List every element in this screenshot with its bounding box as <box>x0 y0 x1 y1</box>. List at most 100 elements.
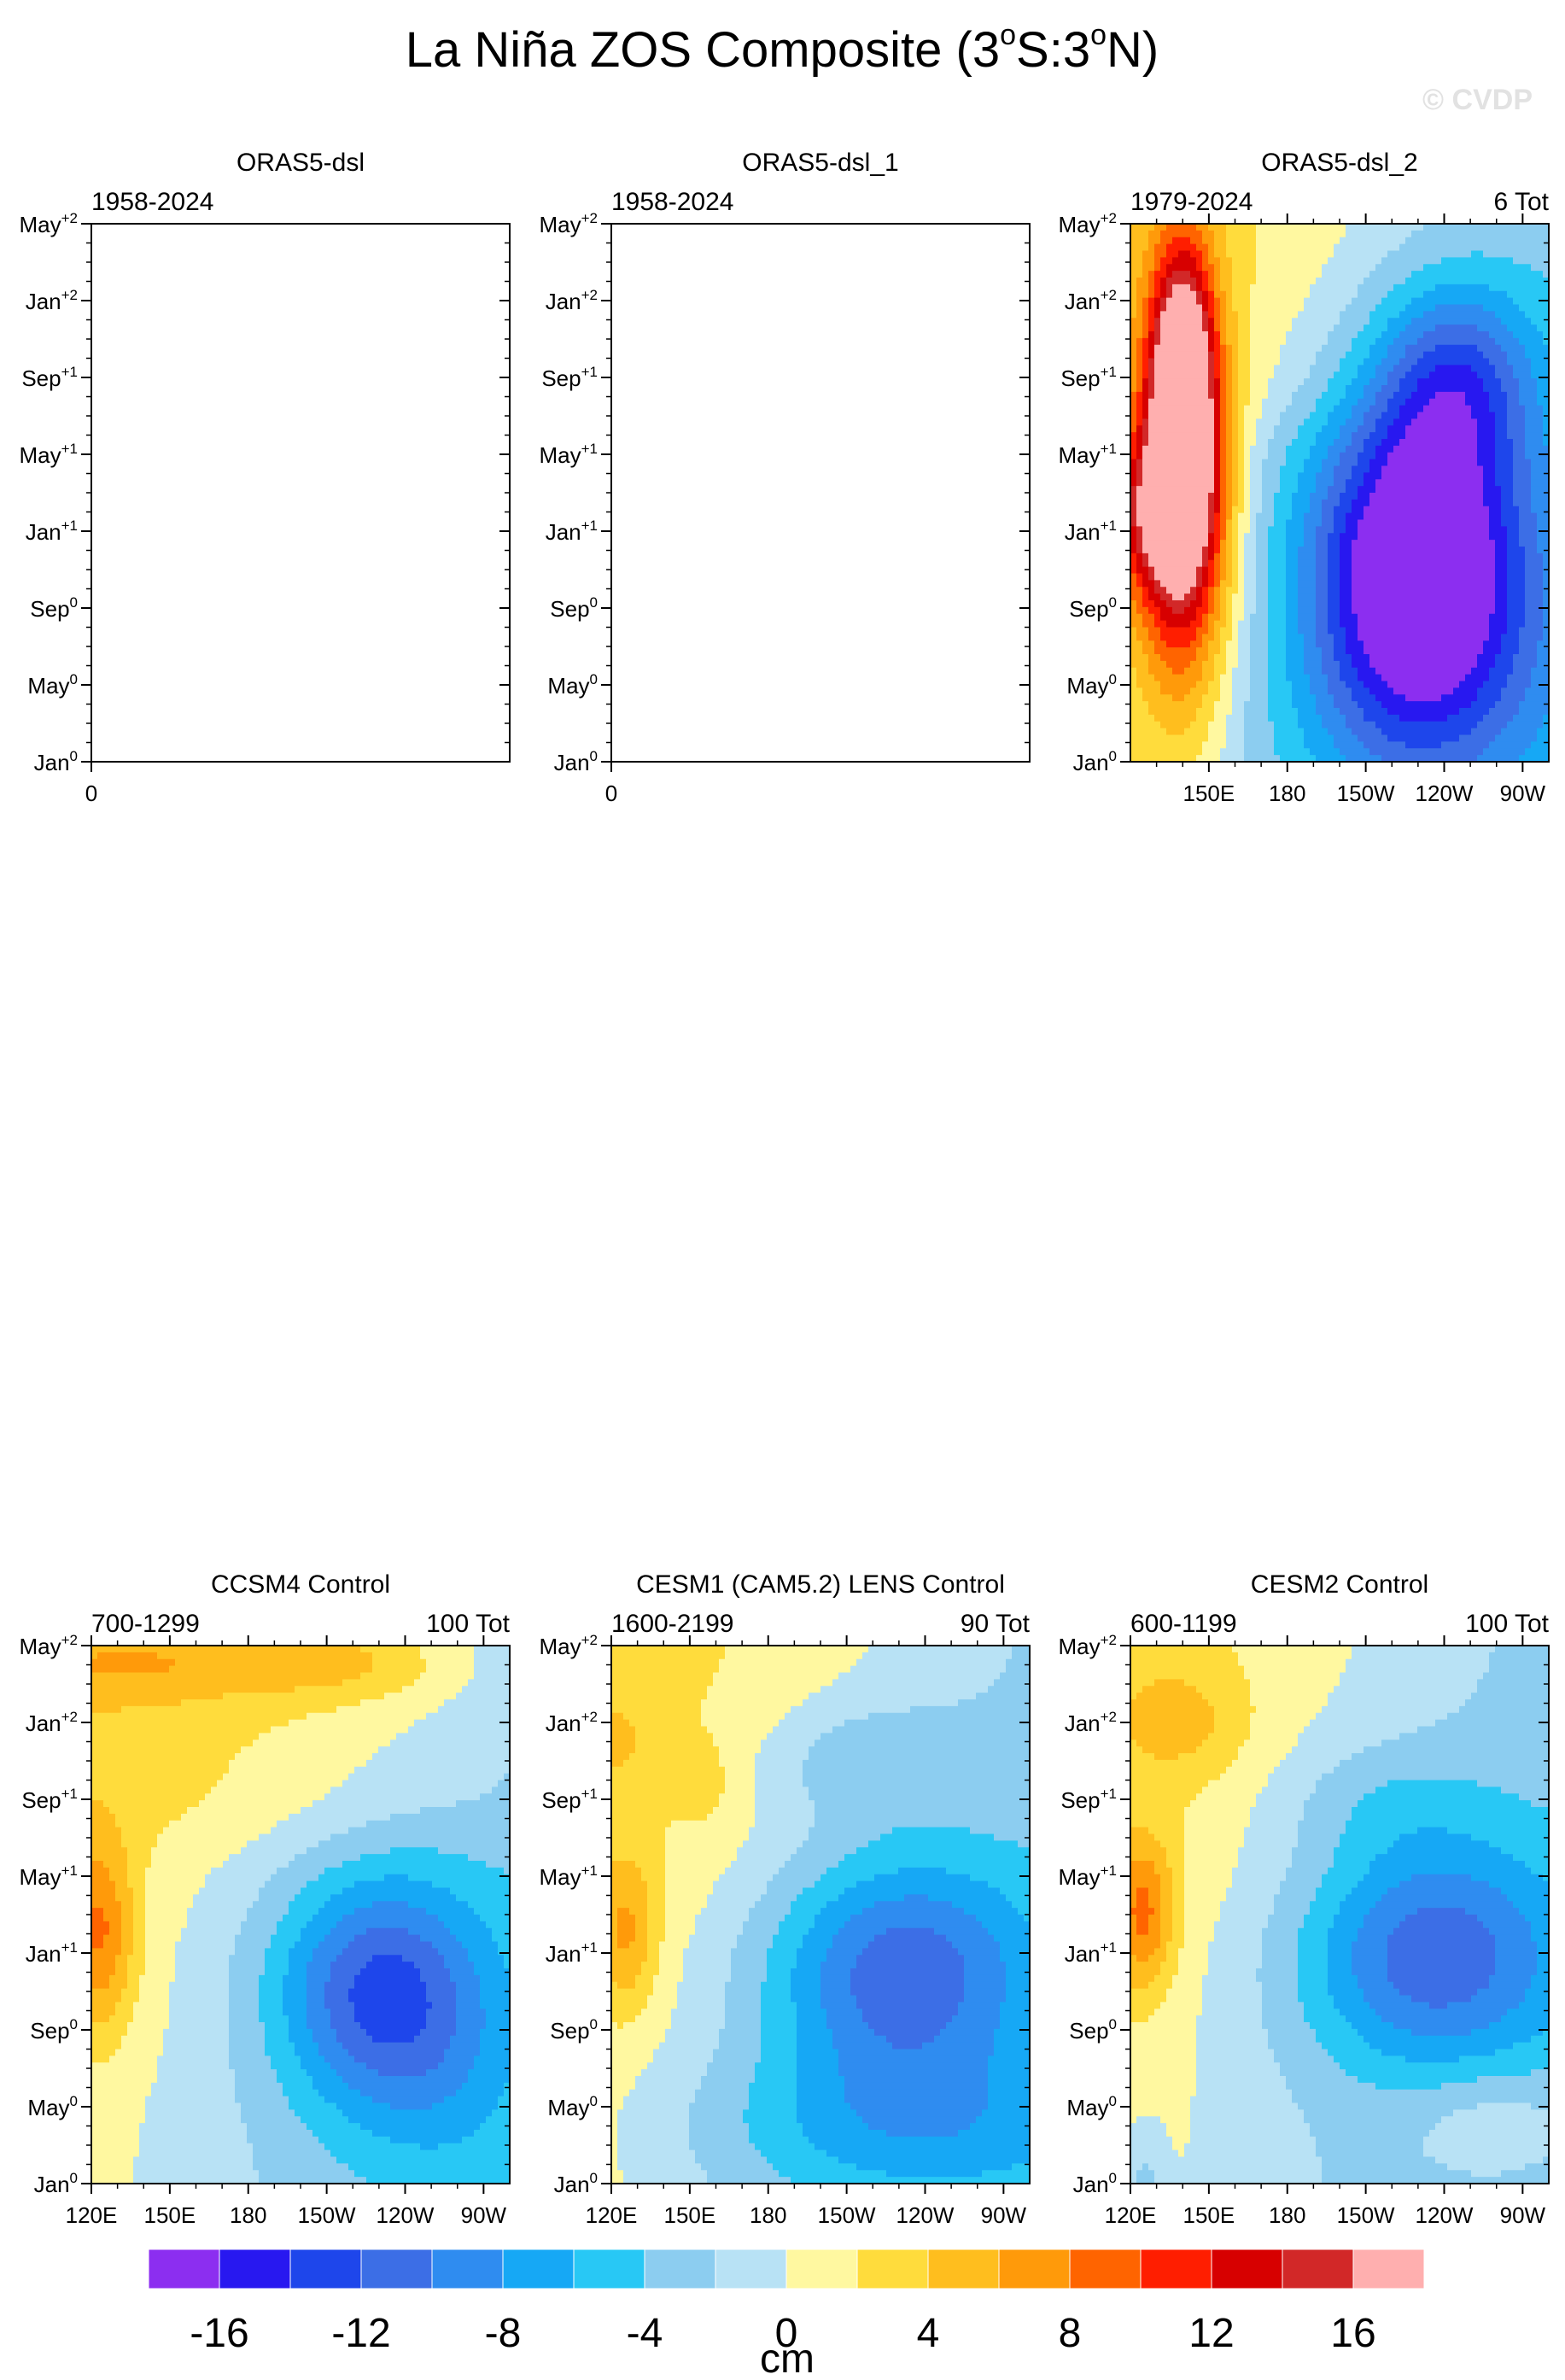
field-cell <box>1364 533 1370 541</box>
field-cell <box>1358 613 1364 622</box>
field-cell <box>1220 667 1227 675</box>
field-cell <box>1483 594 1490 601</box>
field-cell <box>1256 600 1263 608</box>
field-cell <box>1160 566 1167 575</box>
field-cell <box>1453 418 1460 426</box>
field-cell <box>1268 506 1275 514</box>
field-cell <box>1375 587 1382 594</box>
field-cell <box>1172 290 1179 299</box>
field-cell <box>1429 290 1436 299</box>
field-cell <box>1298 459 1305 467</box>
field-cell <box>1286 573 1293 581</box>
field-cell <box>1310 660 1317 669</box>
field-cell <box>1381 687 1388 695</box>
field-cell <box>1334 708 1340 716</box>
field-cell <box>1459 620 1466 629</box>
field-cell <box>1154 499 1161 507</box>
field-cell <box>1316 243 1323 252</box>
field-cell <box>1226 486 1233 494</box>
field-cell <box>1292 734 1299 742</box>
field-cell <box>1262 647 1269 655</box>
field-cell <box>1244 344 1251 353</box>
field-cell <box>1375 358 1382 365</box>
field-cell <box>1429 452 1436 460</box>
field-cell <box>1190 325 1197 332</box>
field-cell <box>1358 748 1364 756</box>
field-cell <box>1226 734 1233 742</box>
field-cell <box>1208 398 1215 406</box>
field-cell <box>1483 714 1490 722</box>
field-cell <box>1166 371 1173 379</box>
field-cell <box>1178 318 1185 325</box>
field-cell <box>1208 667 1215 675</box>
field-cell <box>1250 472 1257 480</box>
field-cell <box>1322 580 1328 588</box>
field-cell <box>1453 674 1460 682</box>
field-cell <box>1346 734 1352 742</box>
field-cell <box>1232 278 1239 285</box>
field-cell <box>1136 519 1143 527</box>
field-cell <box>1334 499 1340 507</box>
field-cell <box>1142 600 1149 608</box>
field-cell <box>1232 714 1239 722</box>
field-cell <box>1352 365 1358 372</box>
field-cell <box>1417 499 1424 507</box>
field-cell <box>1387 587 1394 594</box>
field-cell <box>1226 257 1233 265</box>
field-cell <box>1352 580 1358 588</box>
field-cell <box>1238 674 1245 682</box>
field-cell <box>1310 243 1317 252</box>
field-cell <box>1411 250 1418 258</box>
field-cell <box>1202 559 1209 568</box>
field-cell <box>1393 540 1400 547</box>
field-cell <box>1369 647 1376 655</box>
field-cell <box>1381 351 1388 360</box>
field-cell <box>1340 452 1346 460</box>
field-cell <box>1298 640 1305 648</box>
field-cell <box>1262 351 1269 360</box>
field-cell <box>1154 479 1161 487</box>
field-cell <box>1465 237 1472 245</box>
field-cell <box>1364 714 1370 722</box>
field-cell <box>1340 559 1346 568</box>
field-cell <box>1471 425 1478 433</box>
field-cell <box>1238 708 1245 716</box>
field-cell <box>1483 445 1490 453</box>
field-cell <box>1136 351 1143 360</box>
field-cell <box>1214 378 1221 386</box>
field-cell <box>1190 398 1197 406</box>
field-cell <box>1316 660 1323 669</box>
field-cell <box>1130 445 1137 453</box>
field-cell <box>1178 634 1185 641</box>
field-cell <box>1381 284 1388 292</box>
field-cell <box>1471 634 1478 641</box>
field-cell <box>1262 344 1269 353</box>
field-cell <box>1262 506 1269 514</box>
field-cell <box>1375 418 1382 426</box>
field-cell <box>1220 318 1227 325</box>
field-cell <box>1190 237 1197 245</box>
field-cell <box>1220 493 1227 500</box>
field-cell <box>1310 425 1317 433</box>
field-cell <box>1435 439 1442 447</box>
field-cell <box>1429 587 1436 594</box>
field-cell <box>1268 587 1275 594</box>
field-cell <box>1441 553 1448 561</box>
field-cell <box>1142 660 1149 669</box>
field-cell <box>1340 486 1346 494</box>
field-cell <box>1286 540 1293 547</box>
field-cell <box>1447 224 1454 231</box>
field-cell <box>1417 486 1424 494</box>
field-cell <box>1441 580 1448 588</box>
field-cell <box>1304 290 1311 299</box>
field-cell <box>1459 694 1466 702</box>
field-cell <box>1244 721 1251 729</box>
field-cell <box>1483 290 1490 299</box>
field-cell <box>1262 297 1269 306</box>
field-cell <box>1364 351 1370 360</box>
field-cell <box>1130 499 1137 507</box>
field-cell <box>1352 600 1358 608</box>
field-cell <box>1352 748 1358 756</box>
field-cell <box>1238 439 1245 447</box>
field-cell <box>1160 741 1167 749</box>
